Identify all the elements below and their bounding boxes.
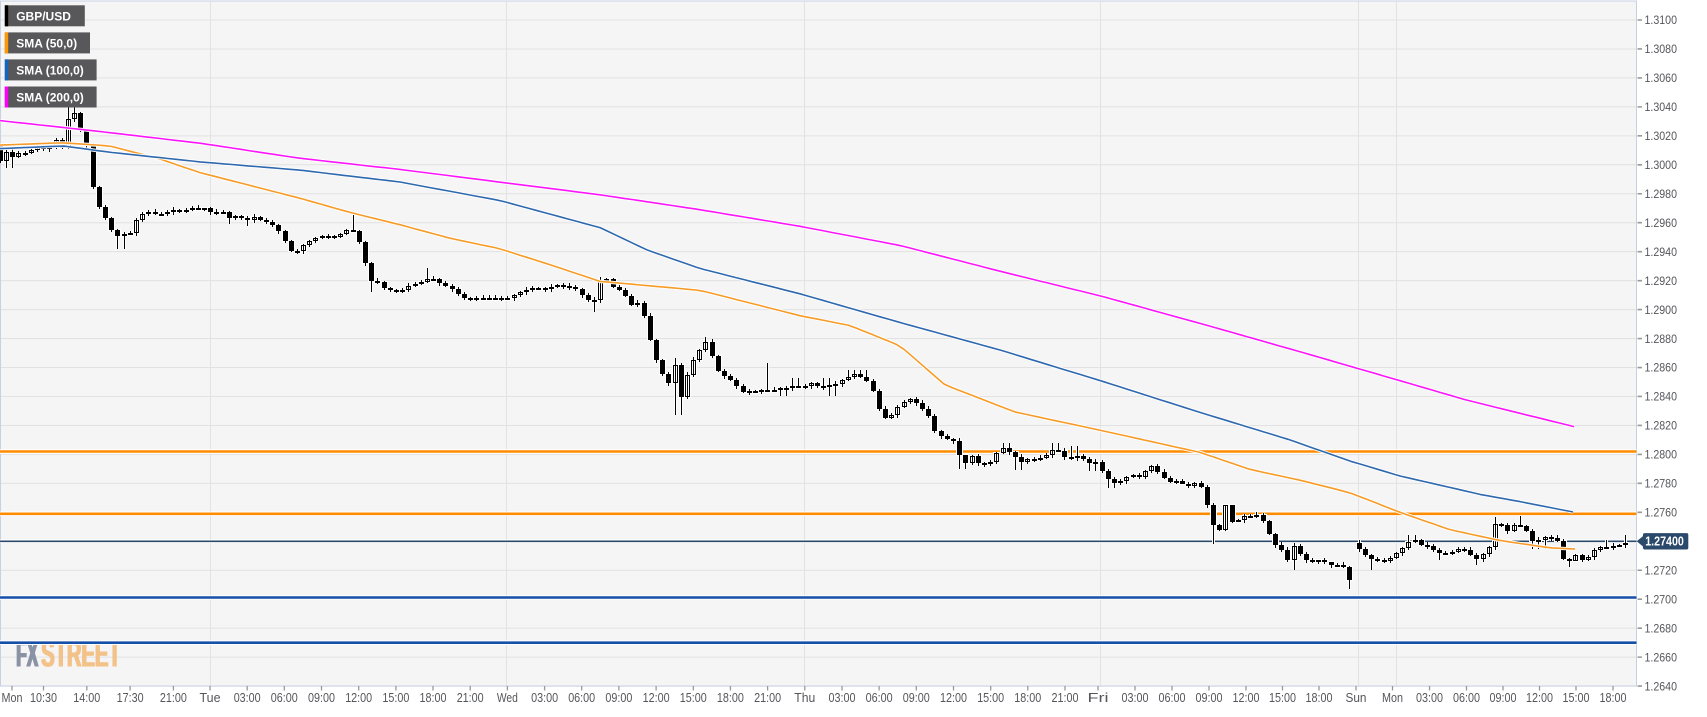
svg-text:1.2880: 1.2880 [1645,332,1678,346]
svg-text:18:00: 18:00 [1600,690,1627,705]
svg-text:12:00: 12:00 [940,690,967,705]
svg-text:1.2700: 1.2700 [1645,592,1678,606]
svg-text:21:00: 21:00 [457,690,484,705]
svg-text:06:00: 06:00 [568,690,595,705]
svg-text:06:00: 06:00 [1159,690,1186,705]
svg-text:10:30: 10:30 [30,690,57,705]
svg-text:09:00: 09:00 [903,690,930,705]
svg-text:09:00: 09:00 [308,690,335,705]
svg-text:SMA (100,0): SMA (100,0) [16,64,84,78]
svg-text:21:00: 21:00 [160,690,187,705]
svg-text:Sun: Sun [1346,690,1367,705]
svg-text:18:00: 18:00 [717,690,744,705]
svg-text:Mon: Mon [1382,690,1403,705]
svg-text:1.2760: 1.2760 [1645,506,1678,520]
svg-text:06:00: 06:00 [866,690,893,705]
svg-text:03:00: 03:00 [234,690,261,705]
svg-text:1.3100: 1.3100 [1645,13,1678,27]
svg-text:14:00: 14:00 [73,690,100,705]
svg-text:21:00: 21:00 [1052,690,1079,705]
svg-text:12:00: 12:00 [345,690,372,705]
svg-text:SMA (200,0): SMA (200,0) [16,91,84,105]
svg-text:1.2960: 1.2960 [1645,216,1678,230]
svg-text:15:00: 15:00 [1563,690,1590,705]
svg-text:17:30: 17:30 [117,690,144,705]
svg-text:12:00: 12:00 [1233,690,1260,705]
svg-text:15:00: 15:00 [382,690,409,705]
svg-text:12:00: 12:00 [643,690,670,705]
svg-text:SMA (50,0): SMA (50,0) [16,37,77,51]
svg-text:1.2920: 1.2920 [1645,274,1678,288]
svg-text:12:00: 12:00 [1526,690,1553,705]
svg-text:18:00: 18:00 [1014,690,1041,705]
svg-text:1.3000: 1.3000 [1645,158,1678,172]
svg-text:15:00: 15:00 [1269,690,1296,705]
svg-text:1.2900: 1.2900 [1645,303,1678,317]
svg-text:Tue: Tue [200,690,221,705]
svg-text:Wed: Wed [497,690,518,705]
svg-text:1.2980: 1.2980 [1645,187,1678,201]
svg-text:1.2720: 1.2720 [1645,563,1678,577]
svg-text:1.2800: 1.2800 [1645,448,1678,462]
svg-text:1.2640: 1.2640 [1645,679,1678,693]
svg-text:1.2780: 1.2780 [1645,477,1678,491]
svg-text:03:00: 03:00 [1122,690,1149,705]
svg-text:09:00: 09:00 [1196,690,1223,705]
svg-text:Fri: Fri [1088,690,1109,705]
svg-text:09:00: 09:00 [605,690,632,705]
svg-text:1.3020: 1.3020 [1645,129,1678,143]
svg-text:18:00: 18:00 [1306,690,1333,705]
svg-text:15:00: 15:00 [977,690,1004,705]
svg-text:1.2660: 1.2660 [1645,650,1678,664]
svg-text:21:00: 21:00 [754,690,781,705]
svg-text:15:00: 15:00 [680,690,707,705]
svg-text:06:00: 06:00 [271,690,298,705]
svg-text:STREET: STREET [42,634,122,675]
svg-text:09:00: 09:00 [1490,690,1517,705]
svg-text:Mon: Mon [2,690,23,705]
svg-text:03:00: 03:00 [1416,690,1443,705]
svg-text:1.3040: 1.3040 [1645,100,1678,114]
svg-text:06:00: 06:00 [1453,690,1480,705]
svg-text:1.3080: 1.3080 [1645,42,1678,56]
svg-text:1.3060: 1.3060 [1645,71,1678,85]
svg-text:1.2840: 1.2840 [1645,390,1678,404]
svg-text:1.2860: 1.2860 [1645,361,1678,375]
svg-text:03:00: 03:00 [531,690,558,705]
svg-text:1.27400: 1.27400 [1645,535,1684,549]
svg-text:1.2940: 1.2940 [1645,245,1678,259]
svg-text:1.2680: 1.2680 [1645,621,1678,635]
svg-text:1.2820: 1.2820 [1645,419,1678,433]
svg-text:18:00: 18:00 [420,690,447,705]
svg-text:GBP/USD: GBP/USD [16,10,71,24]
svg-text:Thu: Thu [794,690,815,705]
svg-text:03:00: 03:00 [829,690,856,705]
